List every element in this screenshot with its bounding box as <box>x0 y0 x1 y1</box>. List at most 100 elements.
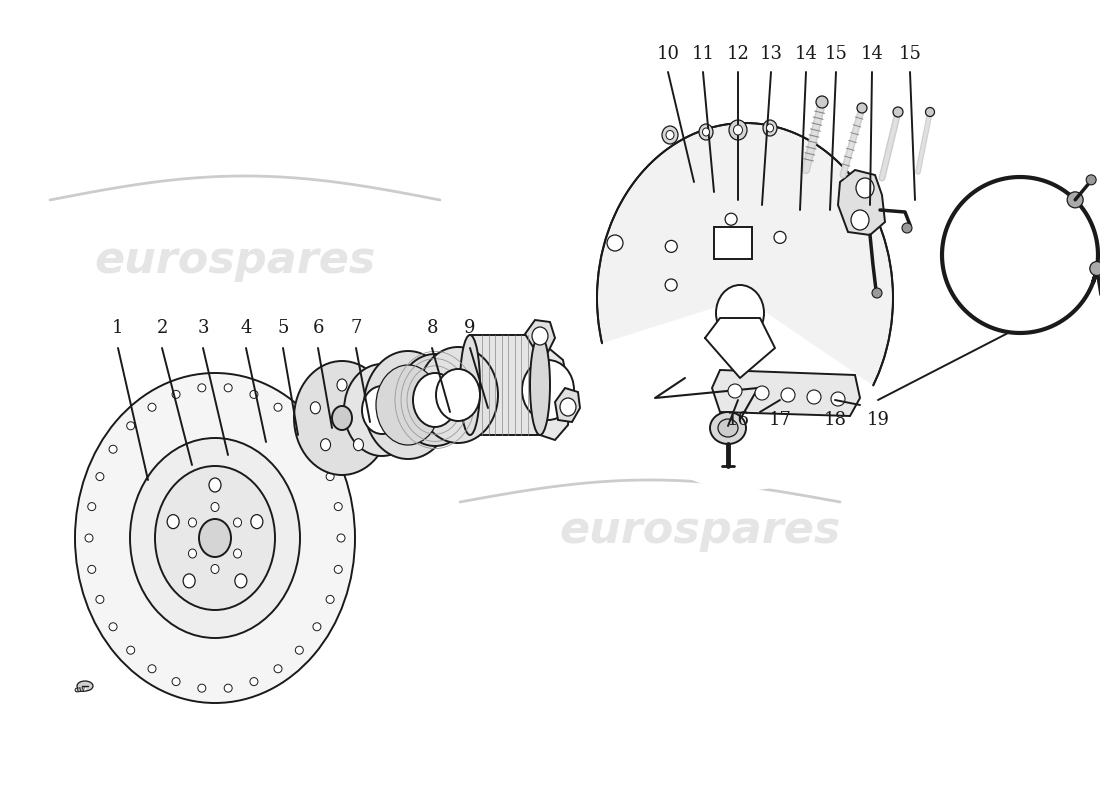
Ellipse shape <box>250 678 257 686</box>
Ellipse shape <box>376 365 440 445</box>
Ellipse shape <box>857 103 867 113</box>
Ellipse shape <box>235 574 246 588</box>
Ellipse shape <box>96 473 103 481</box>
Ellipse shape <box>126 646 134 654</box>
Ellipse shape <box>109 446 117 454</box>
Ellipse shape <box>295 646 304 654</box>
Text: 18: 18 <box>824 411 847 429</box>
Ellipse shape <box>130 438 300 638</box>
Ellipse shape <box>250 390 257 398</box>
Ellipse shape <box>96 595 103 603</box>
Ellipse shape <box>274 665 282 673</box>
Text: 6: 6 <box>312 319 323 337</box>
Ellipse shape <box>710 412 746 444</box>
Bar <box>714 227 752 259</box>
Ellipse shape <box>224 684 232 692</box>
Ellipse shape <box>88 566 96 574</box>
Ellipse shape <box>522 360 574 420</box>
Ellipse shape <box>75 373 355 703</box>
Ellipse shape <box>716 285 764 341</box>
Ellipse shape <box>77 681 94 691</box>
Ellipse shape <box>607 235 623 251</box>
Ellipse shape <box>353 438 363 450</box>
Ellipse shape <box>436 369 480 421</box>
Polygon shape <box>705 318 776 378</box>
Ellipse shape <box>397 354 473 446</box>
Ellipse shape <box>334 502 342 510</box>
Ellipse shape <box>167 514 179 529</box>
Ellipse shape <box>774 231 786 243</box>
Ellipse shape <box>183 574 195 588</box>
Ellipse shape <box>274 403 282 411</box>
Ellipse shape <box>1067 192 1084 208</box>
Text: 10: 10 <box>657 45 680 63</box>
Ellipse shape <box>326 595 334 603</box>
Polygon shape <box>838 170 886 235</box>
Ellipse shape <box>251 514 263 529</box>
Ellipse shape <box>109 622 117 630</box>
Ellipse shape <box>148 665 156 673</box>
Ellipse shape <box>344 364 420 456</box>
Ellipse shape <box>856 178 875 198</box>
Ellipse shape <box>198 684 206 692</box>
Ellipse shape <box>807 390 821 404</box>
Ellipse shape <box>1090 262 1100 275</box>
Text: 4: 4 <box>240 319 252 337</box>
Ellipse shape <box>830 392 845 406</box>
Ellipse shape <box>312 622 321 630</box>
Ellipse shape <box>224 384 232 392</box>
Ellipse shape <box>198 384 206 392</box>
Text: eurospares: eurospares <box>559 509 840 551</box>
Ellipse shape <box>172 390 180 398</box>
Ellipse shape <box>295 422 304 430</box>
Text: 16: 16 <box>726 411 749 429</box>
Text: 8: 8 <box>427 319 438 337</box>
Ellipse shape <box>188 518 197 527</box>
Polygon shape <box>520 345 570 440</box>
Ellipse shape <box>729 120 747 140</box>
Text: 11: 11 <box>692 45 715 63</box>
Ellipse shape <box>412 373 456 427</box>
Ellipse shape <box>418 347 498 443</box>
Ellipse shape <box>85 534 94 542</box>
Ellipse shape <box>188 549 197 558</box>
Text: 14: 14 <box>860 45 883 63</box>
Ellipse shape <box>88 502 96 510</box>
Text: 1: 1 <box>112 319 123 337</box>
Text: 17: 17 <box>769 411 791 429</box>
Ellipse shape <box>872 288 882 298</box>
Ellipse shape <box>532 327 548 345</box>
Ellipse shape <box>703 128 710 136</box>
Text: 14: 14 <box>794 45 817 63</box>
Polygon shape <box>587 298 886 490</box>
Text: 15: 15 <box>899 45 922 63</box>
Ellipse shape <box>1086 175 1097 185</box>
Text: 19: 19 <box>867 411 890 429</box>
Ellipse shape <box>312 446 321 454</box>
Ellipse shape <box>767 124 773 132</box>
Ellipse shape <box>364 402 374 414</box>
Ellipse shape <box>560 398 576 416</box>
Ellipse shape <box>334 566 342 574</box>
Text: 15: 15 <box>825 45 847 63</box>
Ellipse shape <box>755 386 769 400</box>
Ellipse shape <box>725 214 737 226</box>
Ellipse shape <box>199 519 231 557</box>
Text: eurospares: eurospares <box>95 238 376 282</box>
Bar <box>470 335 540 435</box>
Ellipse shape <box>172 678 180 686</box>
Ellipse shape <box>332 406 352 430</box>
Text: 5: 5 <box>277 319 288 337</box>
Ellipse shape <box>126 422 134 430</box>
Ellipse shape <box>233 549 242 558</box>
Ellipse shape <box>530 335 550 435</box>
Ellipse shape <box>362 386 402 434</box>
Text: 2: 2 <box>156 319 167 337</box>
Ellipse shape <box>337 379 346 391</box>
Ellipse shape <box>326 473 334 481</box>
Ellipse shape <box>666 240 678 252</box>
Ellipse shape <box>211 565 219 574</box>
Ellipse shape <box>597 123 893 473</box>
Ellipse shape <box>148 403 156 411</box>
Ellipse shape <box>662 126 678 144</box>
